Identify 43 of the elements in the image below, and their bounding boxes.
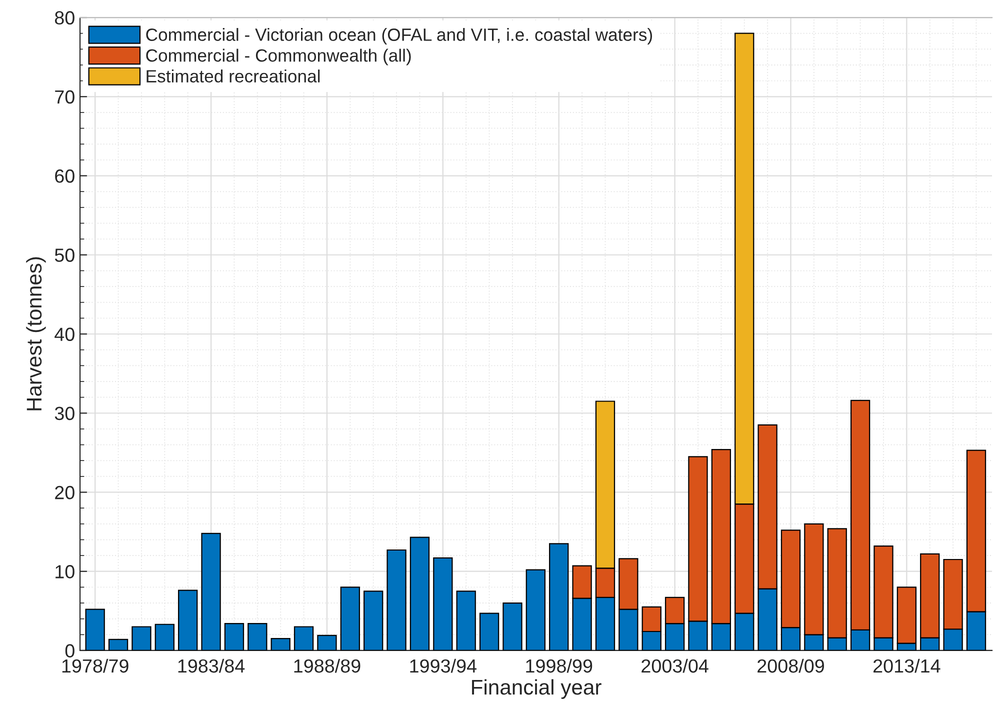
y-axis-title: Harvest (tonnes) xyxy=(26,257,46,410)
x-tick-label: 1998/99 xyxy=(526,658,592,673)
legend-label: Commercial - Victorian ocean (OFAL and VIT, i.e. coastal waters) xyxy=(146,28,652,44)
bar xyxy=(340,586,360,650)
x-axis-title: Financial year xyxy=(472,679,602,699)
bar xyxy=(224,623,244,650)
bar xyxy=(456,590,476,650)
bar xyxy=(317,634,337,650)
bar xyxy=(85,608,105,650)
bar xyxy=(201,532,221,650)
bar xyxy=(248,623,268,650)
bar xyxy=(178,590,198,650)
bar xyxy=(410,536,430,650)
bar xyxy=(294,626,314,650)
y-tick-label: 40 xyxy=(54,328,74,342)
bar xyxy=(386,549,406,650)
y-tick-label: 10 xyxy=(56,565,74,578)
x-tick-label: 1988/89 xyxy=(294,658,360,673)
y-tick-label: 30 xyxy=(54,406,74,420)
x-tick-label: 1983/84 xyxy=(178,658,245,673)
bar xyxy=(270,638,290,650)
bar xyxy=(433,557,453,650)
y-tick-label: 0 xyxy=(65,644,74,658)
x-tick-label: 1993/94 xyxy=(410,658,477,673)
y-tick-label: 20 xyxy=(55,486,74,500)
bar xyxy=(364,590,384,650)
y-tick-label: 80 xyxy=(54,11,74,25)
bar xyxy=(479,612,500,650)
y-tick-label: 60 xyxy=(55,169,74,183)
bar xyxy=(154,624,174,650)
x-tick-label: 1978/79 xyxy=(62,658,128,673)
legend-label: Commercial - Commonwealth (all) xyxy=(146,48,411,66)
legend-label: Estimated recreational xyxy=(146,70,320,83)
x-tick-label: 2008/09 xyxy=(758,658,824,673)
bar xyxy=(549,543,569,650)
bar xyxy=(526,569,546,650)
y-tick-label: 50 xyxy=(54,248,74,262)
x-tick-label: 2013/14 xyxy=(873,658,940,673)
bar xyxy=(132,626,152,650)
bar xyxy=(502,602,522,650)
x-tick-label: 2003/04 xyxy=(642,658,708,673)
y-tick-label: 70 xyxy=(55,90,74,104)
bar xyxy=(108,638,128,650)
